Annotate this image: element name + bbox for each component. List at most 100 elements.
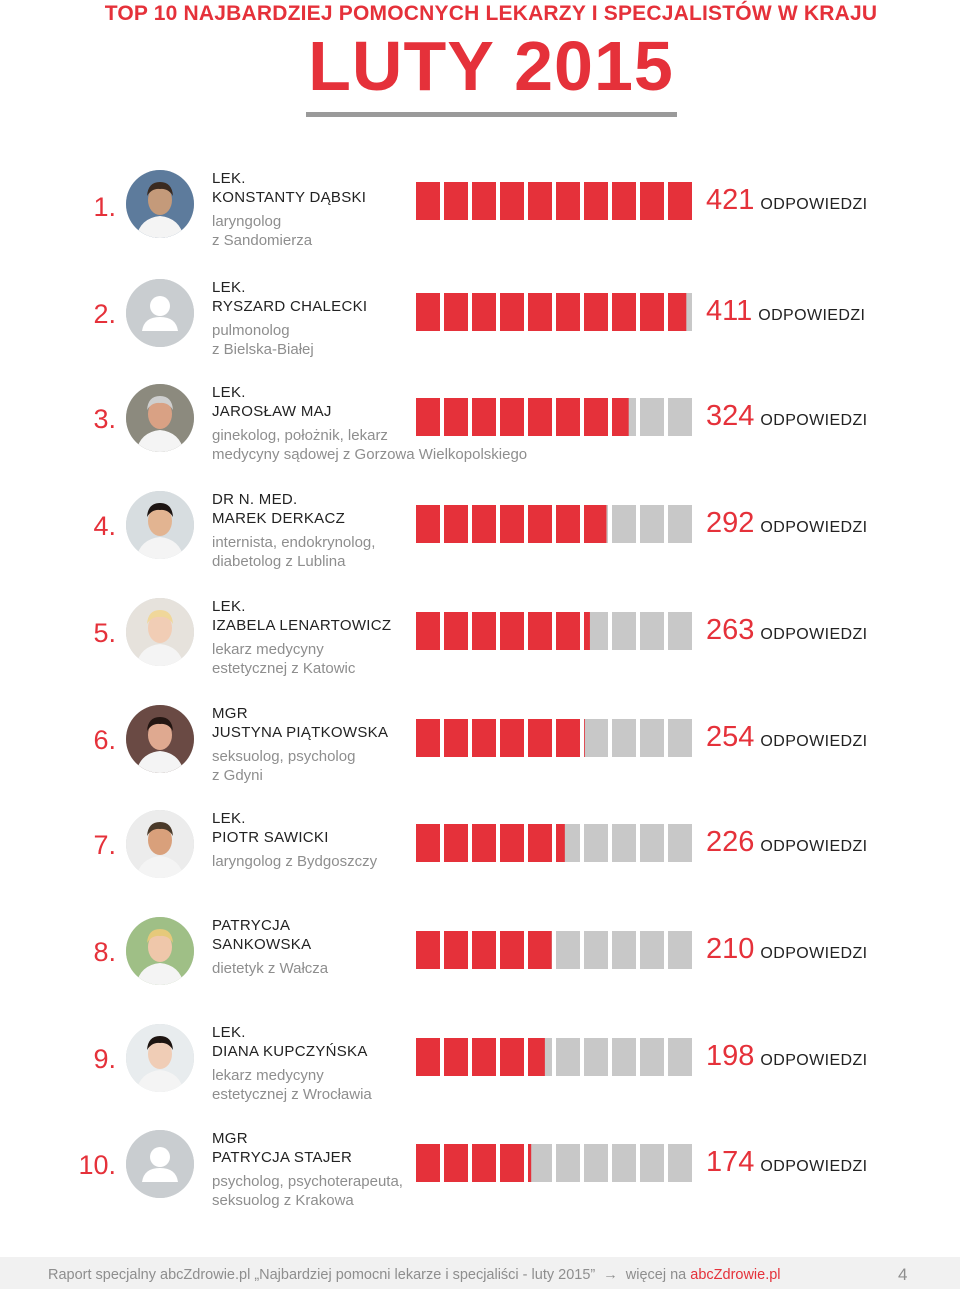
ranking-row: 3. LEK. JAROSŁAW MAJ ginekolog, położnik, l… [0, 384, 960, 484]
bar-segment-filled [500, 398, 524, 436]
bar-segment-empty [612, 824, 636, 862]
avatar [126, 705, 194, 773]
bar-segment-filled [500, 931, 524, 969]
bar-segment-filled [416, 505, 440, 543]
bar-segment-filled [612, 293, 636, 331]
avatar [126, 491, 194, 559]
bar-segment-empty [612, 505, 636, 543]
response-count: 421 ODPOWIEDZI [706, 184, 868, 217]
bar-segment-filled [444, 824, 468, 862]
count-label: ODPOWIEDZI [760, 196, 868, 213]
bar-segment-filled [444, 719, 468, 757]
doctor-specialty: laryngolog z Sandomierza [212, 213, 313, 249]
bar-segment-filled [612, 182, 636, 220]
doctor-name: IZABELA LENARTOWICZ [212, 617, 392, 634]
bar-segment-empty [584, 1038, 608, 1076]
bar-segment-filled [528, 293, 552, 331]
response-bar [416, 1038, 692, 1076]
doctor-name: KONSTANTY DĄBSKI [212, 189, 367, 206]
count-value: 263 [706, 614, 755, 646]
bar-segment-empty [556, 1038, 580, 1076]
bar-segment-empty [640, 398, 664, 436]
count-value: 292 [706, 507, 755, 539]
doctor-title: LEK. [212, 1024, 246, 1041]
bar-segment-filled [416, 398, 440, 436]
bar-segment-filled [416, 182, 440, 220]
bar-segment-filled [416, 719, 440, 757]
footer-text: Raport specjalny abcZdrowie.pl „Najbardz… [48, 1267, 781, 1283]
response-count: 263 ODPOWIEDZI [706, 614, 868, 647]
bar-segment-empty [584, 1144, 608, 1182]
doctor-specialty: ginekolog, położnik, lekarz medycyny sąd… [212, 427, 528, 463]
doctor-title: LEK. [212, 810, 246, 827]
bar-segment-empty [640, 505, 664, 543]
bar-segment-filled [444, 293, 468, 331]
footer-more: więcej na [625, 1267, 687, 1283]
user-placeholder-icon [126, 279, 194, 347]
bar-segment-filled [444, 612, 468, 650]
bar-segment-filled [444, 182, 468, 220]
response-bar [416, 824, 692, 862]
page-number: 4 [898, 1265, 908, 1284]
bar-segment-filled [556, 612, 580, 650]
bar-segment-filled [528, 824, 552, 862]
bar-segment-filled [472, 1038, 496, 1076]
bar-segment-filled [472, 293, 496, 331]
avatar [126, 598, 194, 666]
bar-segment-filled [500, 824, 524, 862]
doctor-name: PIOTR SAWICKI [212, 829, 329, 846]
response-count: 226 ODPOWIEDZI [706, 826, 868, 859]
response-bar [416, 505, 692, 543]
bar-segment-empty [584, 824, 608, 862]
bar-segment-filled [472, 931, 496, 969]
bar-segment-filled [444, 1144, 468, 1182]
bar-segment-filled [528, 719, 552, 757]
bar-segment-filled [556, 505, 580, 543]
doctor-name: DIANA KUPCZYŃSKA [212, 1043, 368, 1060]
bar-segment-filled [640, 293, 664, 331]
bar-segment-empty [556, 1144, 580, 1182]
user-placeholder-icon [126, 1130, 194, 1198]
count-value: 411 [706, 295, 753, 327]
doctor-title: LEK. [212, 598, 246, 615]
response-count: 198 ODPOWIEDZI [706, 1040, 868, 1073]
rank-number: 4. [93, 511, 116, 541]
ranking-row: 6. MGR JUSTYNA PIĄTKOWSKA seksuolog, psycho… [0, 705, 960, 805]
bar-segment-filled [528, 398, 552, 436]
count-label: ODPOWIEDZI [760, 519, 868, 536]
response-bar [416, 1144, 692, 1182]
count-label: ODPOWIEDZI [760, 838, 868, 855]
rank-number: 10. [78, 1150, 116, 1180]
bar-segment-empty [668, 505, 692, 543]
ranking-row: 10. MGR PATRYCJA STAJER psycholog, psychote… [0, 1130, 960, 1230]
bar-segment-filled [584, 182, 608, 220]
bar-segment-empty [668, 1144, 692, 1182]
doctor-title: MGR [212, 705, 248, 722]
doctor-specialty: dietetyk z Wałcza [212, 960, 329, 977]
title-underline [306, 112, 677, 117]
count-value: 254 [706, 721, 755, 753]
bar-segment-filled [472, 182, 496, 220]
doctor-specialty: seksuolog, psycholog z Gdyni [212, 748, 356, 784]
ranking-row: 1. LEK. KONSTANTY DĄBSKI laryngolog z Sando… [0, 170, 960, 270]
bar-segment-filled [528, 931, 552, 969]
avatar [126, 170, 194, 238]
bar-segment-filled [416, 293, 440, 331]
footer-link[interactable]: abcZdrowie.pl [690, 1267, 781, 1283]
doctor-specialty: laryngolog z Bydgoszczy [212, 853, 378, 870]
bar-segment-filled [472, 719, 496, 757]
rank-number: 1. [93, 192, 116, 222]
bar-segment-empty [640, 612, 664, 650]
bar-segment-filled [500, 182, 524, 220]
doctor-specialty: internista, endokrynolog, diabetolog z L… [212, 534, 376, 570]
count-label: ODPOWIEDZI [760, 626, 868, 643]
ranking-row: 2. LEK. RYSZARD CHALECKI pulmonolog z Biels… [0, 279, 960, 379]
bar-segment-filled [668, 182, 692, 220]
avatar [126, 810, 194, 878]
doctor-title: LEK. [212, 170, 246, 187]
count-label: ODPOWIEDZI [760, 412, 868, 429]
doctor-title: PATRYCJA [212, 917, 291, 934]
rank-number: 9. [93, 1044, 116, 1074]
doctor-title: LEK. [212, 384, 246, 401]
response-count: 210 ODPOWIEDZI [706, 933, 868, 966]
